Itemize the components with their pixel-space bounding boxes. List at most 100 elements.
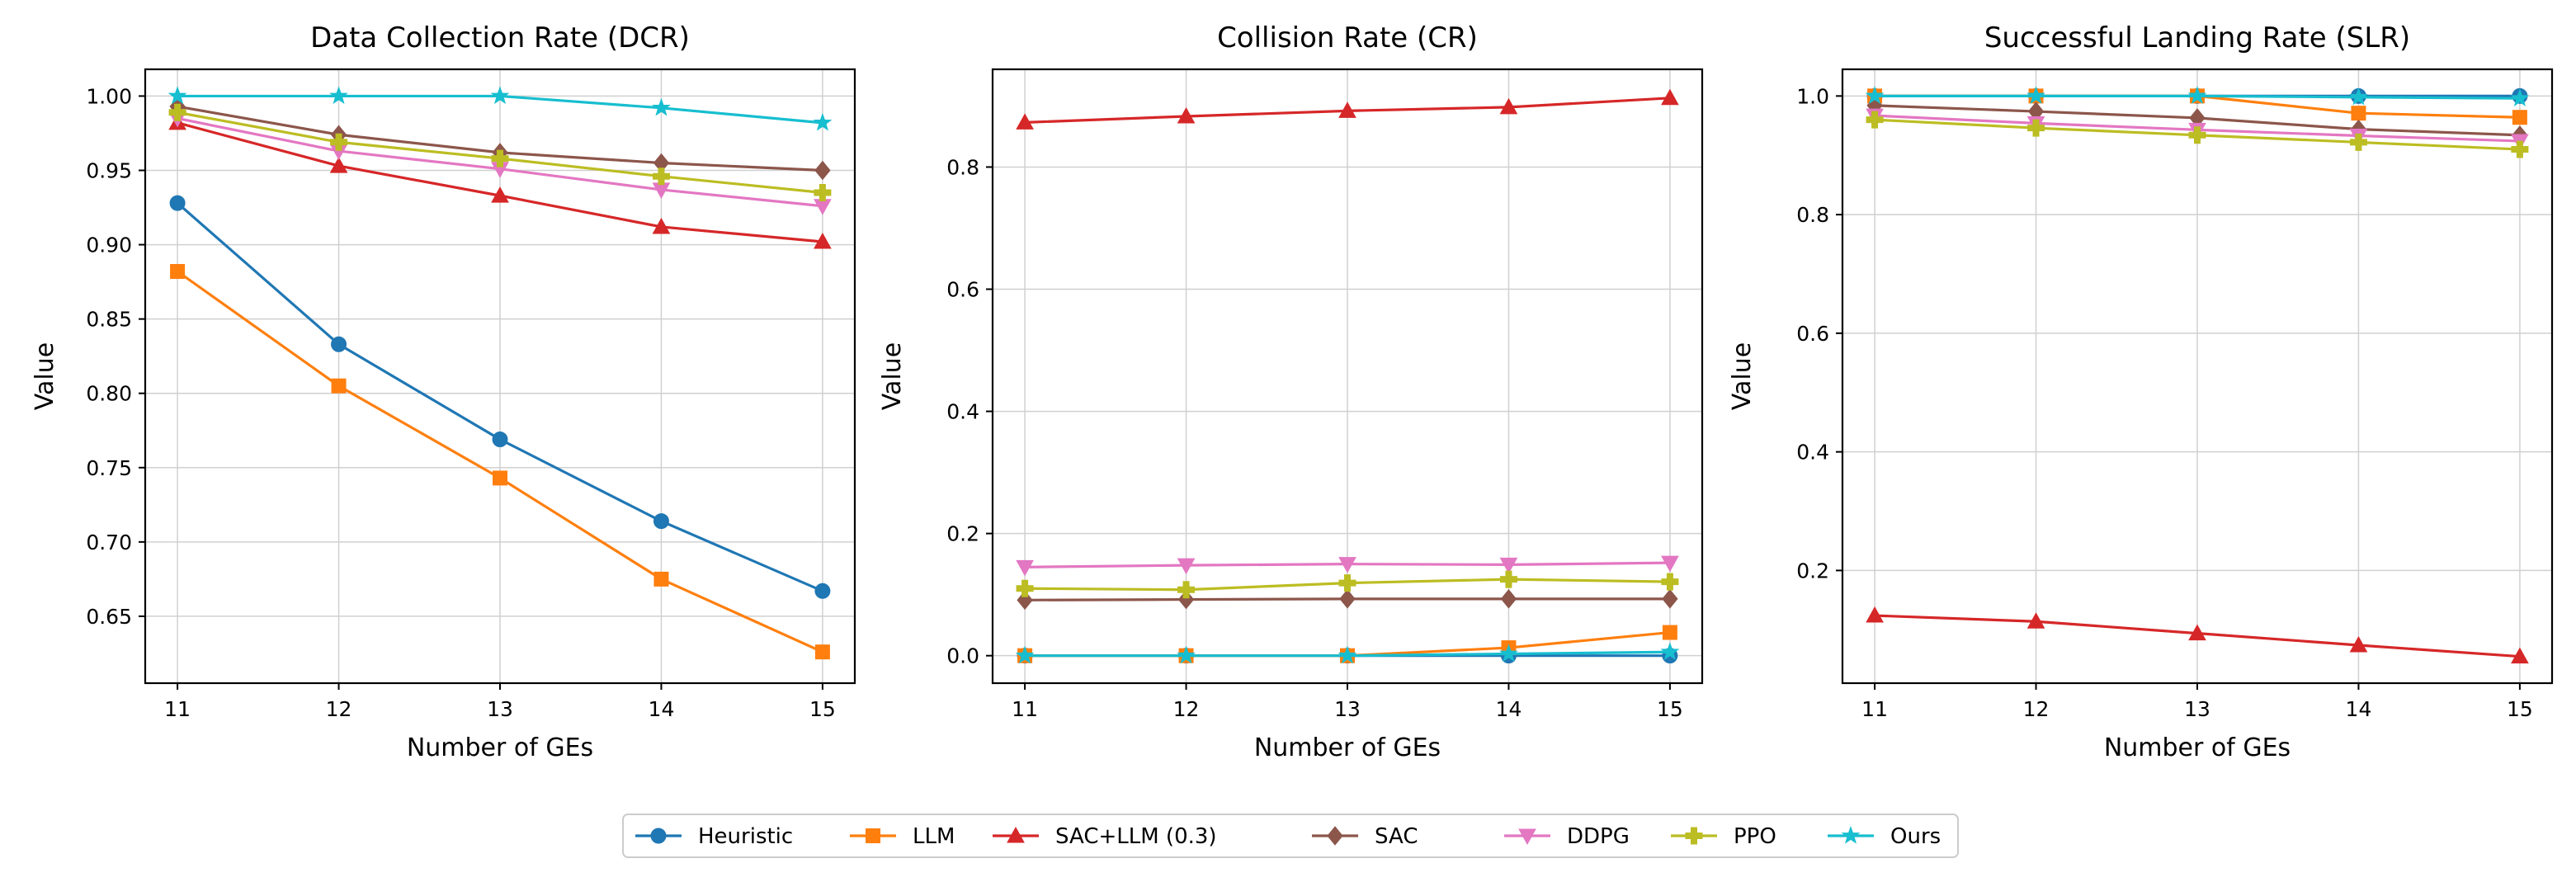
data-point-sac-llm-0-3 [1338,101,1356,118]
series-ours [1865,86,2530,106]
legend-label: SAC [1375,824,1418,849]
legend-label: LLM [913,824,955,849]
y-axis-label: Value [1728,342,1757,410]
data-point-sac-llm-0-3 [2349,635,2368,653]
data-point-ppo [2349,133,2367,151]
legend-marker-sac-llm-0-3 [1007,826,1025,843]
legend-box [622,814,1959,858]
x-tick-label: 14 [1496,697,1522,721]
x-axis-label: Number of GEs [2104,733,2291,762]
x-tick-label: 15 [1657,697,1683,721]
data-point-sac [814,160,831,181]
data-point-heuristic [653,513,669,530]
y-axis-label: Value [31,342,59,410]
series-heuristic [169,195,831,599]
series-ppo [168,103,832,202]
y-tick-label: 0.2 [946,522,979,546]
chart-title: Successful Landing Rate (SLR) [1984,21,2410,54]
y-tick-label: 0.0 [946,644,979,668]
data-point-ppo [1499,570,1517,588]
x-tick-label: 13 [487,697,513,721]
legend-marker-sac [1327,826,1343,846]
x-tick-label: 14 [2346,697,2372,721]
data-point-sac-llm-0-3 [1016,113,1034,130]
x-tick-label: 12 [2023,697,2050,721]
x-axis-label: Number of GEs [1254,733,1441,762]
data-point-llm [170,263,186,279]
series-sac-llm-0-3 [168,113,832,249]
data-point-heuristic [169,195,186,211]
legend-entry-sac-llm-0-3: SAC+LLM (0.3) [993,824,1217,849]
data-point-ours [1499,644,1518,663]
data-point-ppo [2511,140,2529,158]
legend-marker-ddpg [1518,828,1536,846]
data-point-ours [813,112,833,131]
data-point-ours [1660,642,1680,660]
x-tick-label: 12 [1173,697,1200,721]
data-point-ours [1865,86,1885,105]
data-point-llm [653,571,669,587]
y-tick-label: 0.8 [946,155,979,179]
data-point-ppo [1661,573,1679,591]
legend-marker-llm [866,828,880,843]
y-tick-label: 0.4 [1796,441,1829,465]
data-point-sac [1177,589,1195,610]
data-point-sac [1017,590,1033,611]
data-point-ddpg [1499,557,1518,574]
data-point-ppo [1866,111,1884,129]
data-point-sac-llm-0-3 [2188,624,2206,641]
data-point-llm [493,470,507,486]
legend-entry-ddpg: DDPG [1504,824,1630,849]
data-point-ppo [2188,126,2206,144]
data-point-sac-llm-0-3 [652,217,671,234]
x-axis-label: Number of GEs [407,733,593,762]
data-point-ppo [1016,579,1034,597]
data-point-ours [1338,645,1357,664]
data-point-ddpg [814,199,832,215]
legend: Heuristic LLM SAC+LLM (0.3) SAC DDPG PPO Ours [622,814,1959,858]
x-tick-label: 12 [326,697,352,721]
legend-label: SAC+LLM (0.3) [1055,824,1217,849]
y-tick-label: 0.8 [1796,203,1829,227]
x-tick-label: 15 [809,697,836,721]
data-point-ddpg [1661,555,1679,573]
data-point-ppo [814,184,832,202]
data-point-ddpg [1016,559,1034,577]
y-tick-label: 1.00 [86,84,132,108]
data-point-sac-llm-0-3 [814,232,832,249]
data-point-ppo [1338,574,1356,592]
legend-marker-ours [1841,826,1861,844]
series-ours [167,86,833,131]
data-point-sac-llm-0-3 [491,186,509,203]
chart-panel-2: 11 12 13 14 15 0.0 0.2 0.4 0.6 0.8 Collision Rate … [878,21,1704,762]
data-point-ours [2510,88,2530,106]
data-point-ppo [330,133,348,151]
data-point-llm [2351,106,2366,121]
data-point-llm [2512,110,2527,125]
data-point-ppo [652,167,670,186]
data-point-ours [490,86,510,105]
data-point-ours [1015,645,1035,664]
legend-label: DDPG [1567,824,1630,849]
data-point-sac-llm-0-3 [2511,647,2529,664]
legend-label: Heuristic [698,824,793,849]
chart-panel-1: 11 12 13 14 15 0.65 0.70 0.75 0.80 0.85 0.90 0.95 1.… [31,21,856,762]
y-tick-label: 0.65 [86,605,132,629]
series-sac-llm-0-3 [1866,606,2529,664]
y-tick-label: 1.0 [1796,84,1829,108]
series-ddpg [1016,555,1679,577]
x-tick-label: 11 [1012,697,1038,721]
data-point-sac-llm-0-3 [1177,106,1196,124]
data-point-ours [167,86,187,105]
data-point-ddpg [1338,557,1356,573]
chart-title: Data Collection Rate (DCR) [310,21,690,54]
data-point-sac-llm-0-3 [1866,606,1884,623]
series-sac-llm-0-3 [1016,88,1679,130]
legend-entry-ours: Ours [1828,824,1941,849]
y-tick-label: 0.95 [86,158,132,182]
data-point-heuristic [814,582,831,599]
data-point-ours [1177,645,1196,664]
data-point-heuristic [492,432,508,448]
data-point-sac-llm-0-3 [2026,612,2045,629]
y-tick-label: 0.90 [86,233,132,257]
